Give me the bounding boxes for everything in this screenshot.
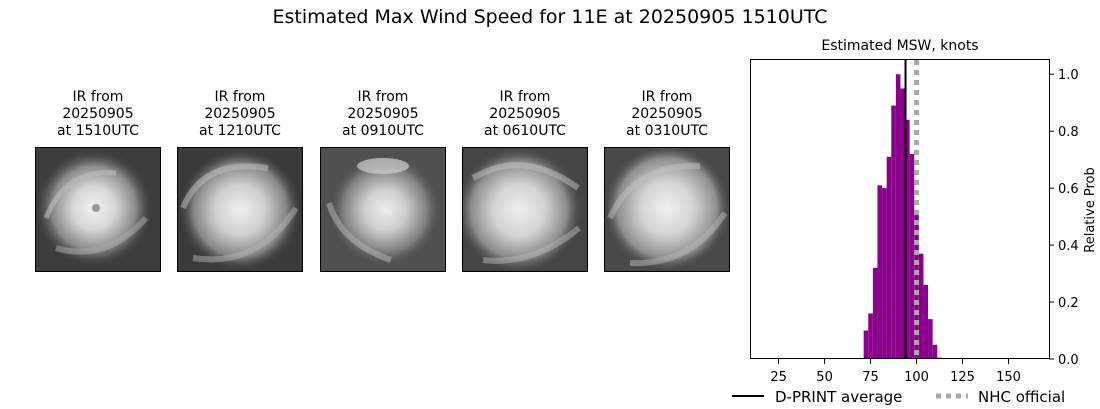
ir-panel-caption: IR from 20250905 at 1210UTC xyxy=(199,89,281,139)
ir-panel-caption: IR from 20250905 at 0310UTC xyxy=(626,89,708,139)
x-tick-label: 75 xyxy=(862,370,879,385)
legend-label: NHC official xyxy=(978,388,1065,406)
histogram-bar xyxy=(886,156,892,359)
legend-label: D-PRINT average xyxy=(775,388,902,406)
histogram-bar xyxy=(868,313,873,359)
histogram-bar xyxy=(872,267,878,359)
ir-panel-caption: IR from 20250905 at 1510UTC xyxy=(57,89,139,139)
x-axis-ticks: 25 50 75 100 125 150 xyxy=(770,359,1021,385)
ir-satellite-image xyxy=(177,147,303,272)
ir-panel-caption: IR from 20250905 at 0610UTC xyxy=(484,89,566,139)
ir-panel-2: IR from 20250905 at 1210UTC xyxy=(177,89,303,272)
histogram-bar xyxy=(900,88,906,359)
y-axis-ticks: 0.0 0.2 0.4 0.6 0.8 1.0 xyxy=(1049,68,1079,368)
histogram-bar xyxy=(918,253,924,359)
ir-panel-5: IR from 20250905 at 0310UTC xyxy=(604,89,730,272)
histogram-bar xyxy=(877,185,883,359)
x-tick-label: 25 xyxy=(770,370,787,385)
reference-lines xyxy=(904,60,920,359)
y-axis-label: Relative Prob xyxy=(1083,167,1098,252)
figure-title: Estimated Max Wind Speed for 11E at 2025… xyxy=(272,6,828,28)
y-tick-label: 0.4 xyxy=(1058,239,1079,254)
histogram-bar xyxy=(895,74,901,359)
ir-panel-caption: IR from 20250905 at 0910UTC xyxy=(342,89,424,139)
y-tick-label: 1.0 xyxy=(1058,68,1079,83)
x-tick-label: 50 xyxy=(816,370,833,385)
ir-satellite-image xyxy=(35,147,161,272)
histogram-bar xyxy=(905,119,910,359)
histogram-bar xyxy=(923,284,929,359)
y-tick-label: 0.0 xyxy=(1058,353,1079,368)
y-tick-label: 0.2 xyxy=(1058,296,1079,311)
x-tick-label: 100 xyxy=(904,370,929,385)
histogram-bar xyxy=(891,105,896,359)
histogram-bar xyxy=(882,188,887,359)
histogram-bar xyxy=(932,344,938,359)
ir-satellite-image xyxy=(604,147,730,272)
y-tick-label: 0.8 xyxy=(1058,125,1079,140)
y-tick-label: 0.6 xyxy=(1058,182,1079,197)
histogram-bar xyxy=(928,319,933,359)
histogram-bars xyxy=(757,74,1039,359)
chart-title: Estimated MSW, knots xyxy=(821,38,978,54)
histogram-bar xyxy=(909,153,915,359)
histogram-bar xyxy=(863,330,869,359)
ir-panel-3: IR from 20250905 at 0910UTC xyxy=(320,89,446,272)
ir-panel-4: IR from 20250905 at 0610UTC xyxy=(462,89,588,272)
legend: D-PRINT average NHC official xyxy=(732,388,1065,406)
ir-panel-1: IR from 20250905 at 1510UTC xyxy=(35,89,161,272)
x-tick-label: 150 xyxy=(996,370,1021,385)
x-tick-label: 125 xyxy=(950,370,975,385)
ir-satellite-image xyxy=(320,147,446,272)
plot-frame xyxy=(750,59,1050,359)
ir-satellite-image xyxy=(462,147,588,272)
